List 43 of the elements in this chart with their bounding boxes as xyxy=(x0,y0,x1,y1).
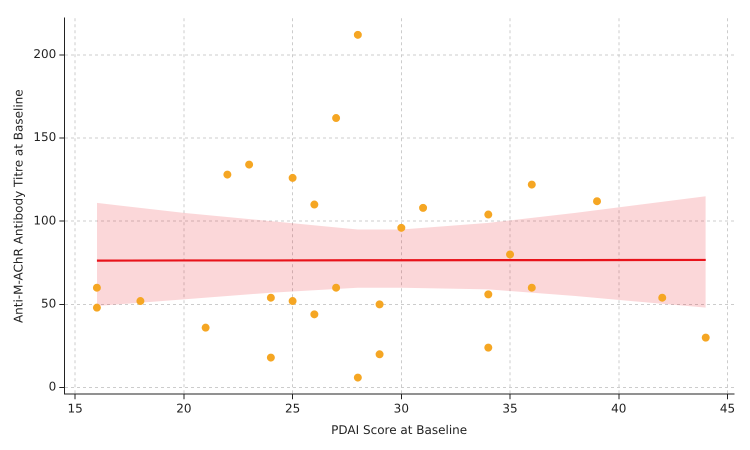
point xyxy=(593,197,602,206)
x-tick-label: 40 xyxy=(611,402,626,416)
point xyxy=(528,284,536,292)
y-tick-label: 150 xyxy=(33,130,56,144)
point xyxy=(92,304,101,312)
point xyxy=(484,344,492,352)
point xyxy=(702,334,710,342)
point xyxy=(136,297,144,306)
point xyxy=(354,30,362,39)
point xyxy=(223,170,232,179)
point xyxy=(266,354,275,362)
point xyxy=(332,114,340,122)
point xyxy=(245,160,254,169)
x-tick-label: 20 xyxy=(176,402,192,416)
point xyxy=(419,204,428,212)
point xyxy=(397,224,406,232)
point xyxy=(354,374,362,382)
point xyxy=(202,324,210,332)
point xyxy=(484,290,492,298)
y-tick-label: 0 xyxy=(48,380,56,394)
point xyxy=(332,284,340,292)
point xyxy=(288,174,297,182)
x-tick-label: 45 xyxy=(720,402,736,416)
point xyxy=(484,210,492,219)
point xyxy=(92,284,101,292)
y-tick-label: 50 xyxy=(41,296,56,310)
point xyxy=(310,200,318,209)
y-axis-title: Anti-M-AChR Antibody Titre at Baseline xyxy=(11,89,26,324)
x-tick-label: 30 xyxy=(394,402,409,416)
x-tick-label: 15 xyxy=(68,402,83,416)
point xyxy=(266,294,275,302)
point xyxy=(376,350,384,358)
x-tick-label: 25 xyxy=(284,402,300,416)
point xyxy=(376,300,384,308)
point xyxy=(288,297,297,306)
x-tick-label: 35 xyxy=(502,402,518,416)
point xyxy=(658,294,666,302)
x-axis-title: PDAI Score at Baseline xyxy=(331,422,468,437)
y-tick-label: 200 xyxy=(33,46,56,61)
point xyxy=(310,310,318,318)
y-tick-label: 100 xyxy=(33,213,56,228)
point xyxy=(528,180,536,189)
point xyxy=(506,250,514,258)
